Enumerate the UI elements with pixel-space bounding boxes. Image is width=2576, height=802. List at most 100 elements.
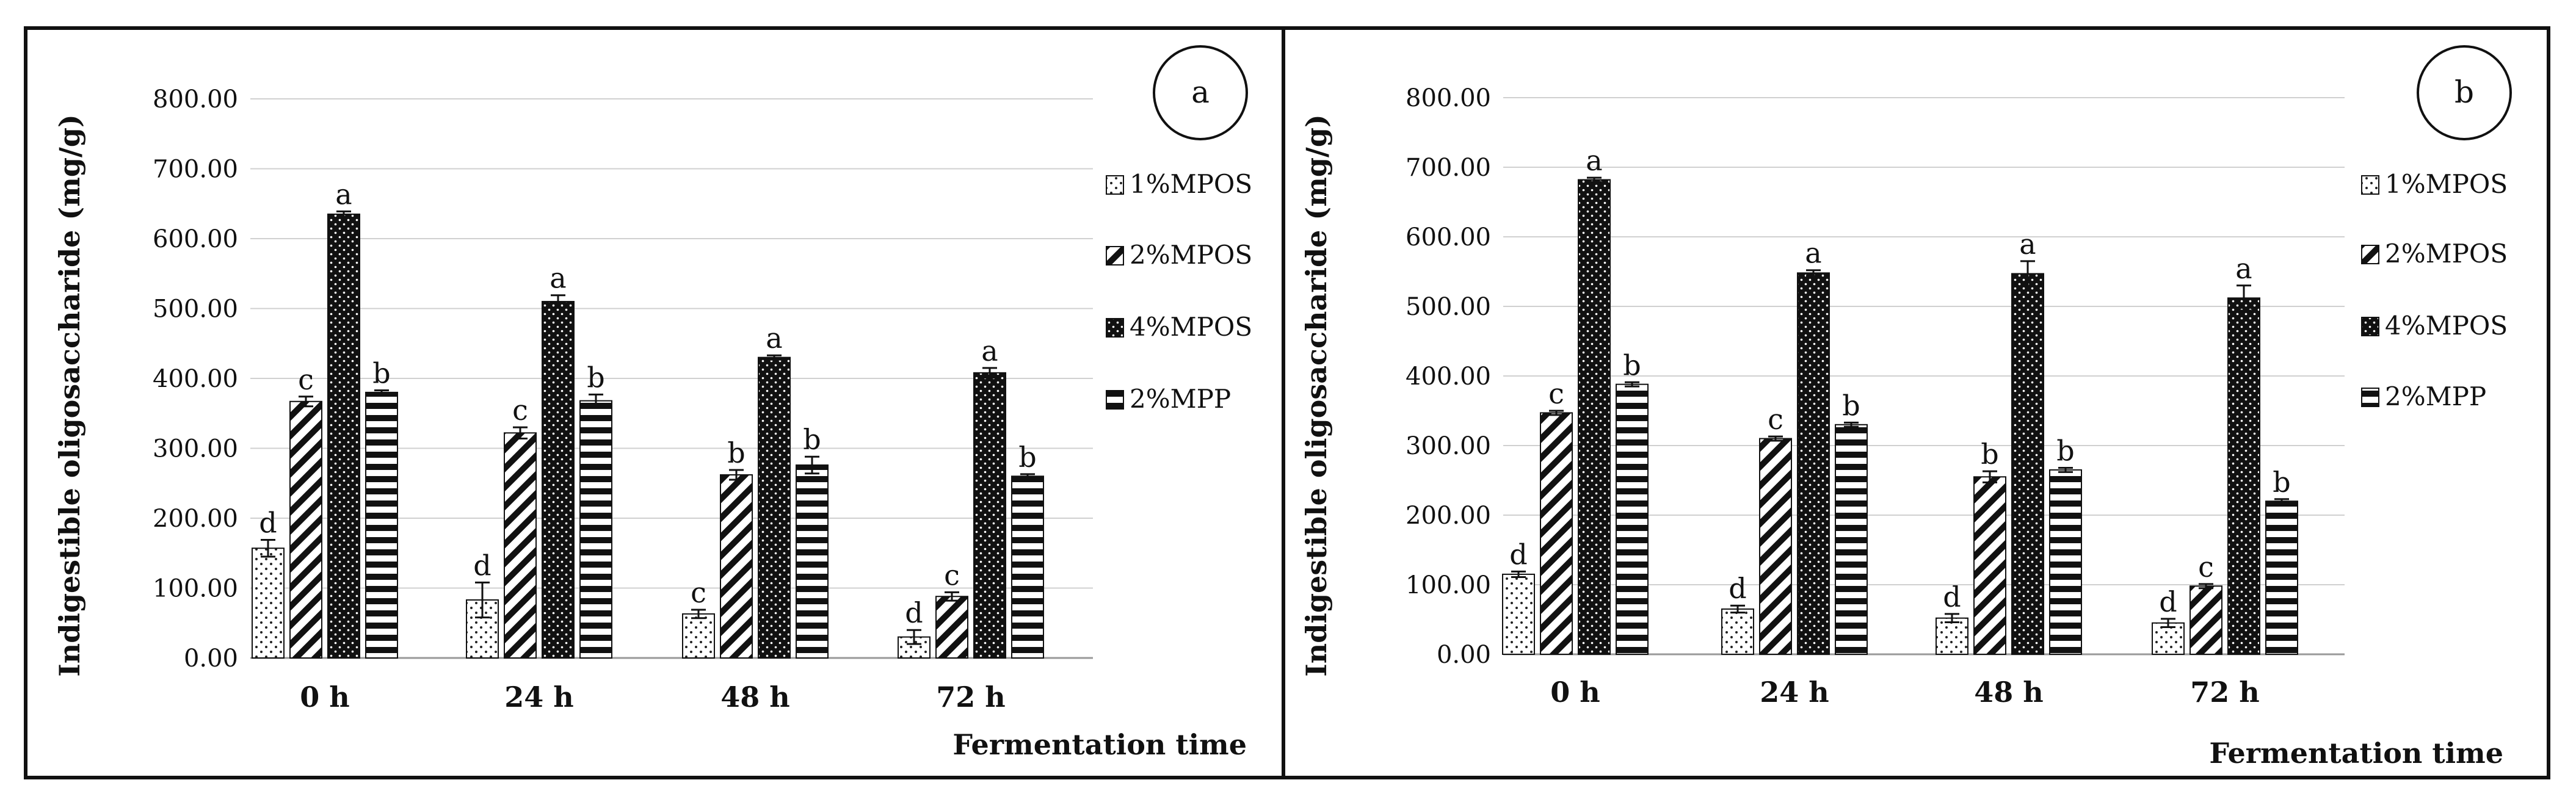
x-axis-label: Fermentation time bbox=[952, 728, 1247, 761]
significance-letter: b bbox=[372, 356, 390, 389]
y-tick-label: 300.00 bbox=[1406, 432, 1491, 460]
error-bar bbox=[2020, 260, 2035, 287]
error-bar bbox=[1549, 410, 1564, 416]
y-tick-label: 300.00 bbox=[153, 435, 238, 463]
error-bar bbox=[2274, 498, 2289, 505]
error-bar bbox=[1587, 176, 1602, 183]
bar-2pctmpos-48h bbox=[1973, 476, 2006, 655]
significance-letter: b bbox=[2056, 434, 2074, 467]
significance-letter: b bbox=[2273, 466, 2290, 499]
error-bar bbox=[729, 469, 744, 481]
legend-label: 2%MPOS bbox=[2385, 239, 2508, 269]
legend-swatch bbox=[1106, 390, 1124, 410]
error-bar bbox=[336, 210, 351, 219]
bar-2pctmpp-24h bbox=[1835, 424, 1868, 655]
significance-letter: b bbox=[1842, 389, 1860, 422]
error-bar bbox=[475, 581, 490, 619]
bar-2pctmpos-72h bbox=[935, 596, 968, 659]
significance-letter: c bbox=[1548, 377, 1564, 410]
y-tick-label: 500.00 bbox=[153, 295, 238, 323]
significance-letter: a bbox=[550, 262, 566, 295]
x-tick-label: 72 h bbox=[2190, 676, 2259, 709]
significance-letter: c bbox=[2198, 551, 2214, 583]
gridlines bbox=[250, 98, 1093, 659]
panel-label-circle bbox=[2417, 45, 2512, 140]
legend-swatch bbox=[1106, 318, 1124, 338]
error-bar bbox=[374, 389, 389, 396]
error-bar bbox=[691, 609, 706, 620]
legend-swatch bbox=[2361, 175, 2379, 195]
significance-letter: b bbox=[1981, 438, 1998, 471]
significance-letter: a bbox=[1805, 237, 1821, 270]
bar-1pctmpos-72h bbox=[2152, 622, 2185, 656]
error-bar bbox=[2199, 583, 2213, 590]
bar-2pctmpos-48h bbox=[720, 474, 753, 659]
legend-label: 1%MPOS bbox=[2385, 169, 2508, 199]
x-tick-label: 48 h bbox=[1974, 676, 2043, 709]
error-bar bbox=[261, 538, 275, 558]
bar-2pctmpp-72h bbox=[2265, 500, 2298, 656]
bar-2pctmpos-0h bbox=[1540, 412, 1573, 655]
bar-2pctmpp-72h bbox=[1011, 475, 1044, 659]
bar-1pctmpos-0h bbox=[252, 547, 285, 659]
legend-swatch bbox=[2361, 388, 2379, 407]
chart-panel-b: 0.00 100.00 200.00 300.00 400.00 500.00 600.00… bbox=[1300, 45, 2512, 770]
bar-2pctmpos-72h bbox=[2190, 585, 2222, 656]
y-axis-label: Indigestible oligosaccharide (mg/g) bbox=[1300, 114, 1333, 677]
error-bar bbox=[945, 591, 959, 602]
significance-letter: d bbox=[473, 549, 491, 582]
significance-letter: a bbox=[981, 334, 998, 367]
bar-4pctmpos-72h bbox=[973, 372, 1006, 659]
bar-2pctmpp-0h bbox=[365, 391, 398, 659]
significance-letter: a bbox=[335, 178, 352, 211]
panel-b-frame bbox=[1282, 26, 2550, 779]
significance-letter: c bbox=[298, 363, 314, 396]
legend-swatch bbox=[2361, 317, 2379, 336]
error-bar bbox=[982, 367, 997, 379]
legend-swatch bbox=[1106, 175, 1124, 195]
error-bar bbox=[299, 396, 313, 408]
legend-label: 4%MPOS bbox=[2385, 311, 2508, 341]
error-bar bbox=[513, 426, 528, 439]
y-tick-label: 100.00 bbox=[1406, 571, 1491, 599]
y-tick-label: 600.00 bbox=[1406, 223, 1491, 251]
error-bar bbox=[589, 393, 603, 408]
y-tick-label: 400.00 bbox=[153, 365, 238, 393]
error-bar bbox=[767, 354, 782, 361]
bar-1pctmpos-0h bbox=[1502, 573, 1535, 656]
significance-letter: a bbox=[2235, 252, 2252, 285]
x-tick-label: 72 h bbox=[936, 681, 1005, 713]
significance-letter: c bbox=[691, 576, 706, 609]
x-tick-label: 0 h bbox=[300, 681, 349, 713]
significance-letter: a bbox=[1586, 144, 1602, 177]
bar-4pctmpos-48h bbox=[2011, 273, 2044, 656]
significance-letter: c bbox=[512, 394, 528, 427]
bar-2pctmpp-24h bbox=[579, 400, 612, 659]
chart-panel-a: 0.00 100.00 200.00 300.00 400.00 500.00 600.00… bbox=[53, 45, 1252, 761]
error-bar bbox=[1625, 381, 1639, 388]
legend: 1%MPOS 2%MPOS 4%MPOS 2%MPP bbox=[1106, 169, 1252, 414]
significance-letter: d bbox=[259, 506, 277, 539]
error-bar bbox=[2237, 284, 2251, 312]
significance-letter: b bbox=[587, 361, 604, 394]
bar-2pctmpos-24h bbox=[1759, 438, 1792, 655]
significance-letter: c bbox=[944, 558, 960, 591]
legend: 1%MPOS 2%MPOS 4%MPOS 2%MPP bbox=[2361, 169, 2508, 411]
bar-2pctmpp-0h bbox=[1616, 383, 1649, 655]
y-tick-labels: 0.00 100.00 200.00 300.00 400.00 500.00 600.00… bbox=[1406, 84, 1491, 669]
y-tick-label: 200.00 bbox=[1406, 502, 1491, 530]
bar-1pctmpos-48h bbox=[682, 613, 715, 659]
y-tick-label: 0.00 bbox=[184, 645, 238, 673]
bar-4pctmpos-72h bbox=[2227, 297, 2260, 655]
legend-swatch bbox=[2361, 245, 2379, 264]
significance-letter: b bbox=[803, 423, 821, 456]
legend-label: 2%MPP bbox=[1130, 384, 1231, 414]
x-tick-label: 24 h bbox=[504, 681, 573, 713]
error-bar bbox=[1945, 613, 1959, 624]
legend-label: 1%MPOS bbox=[1130, 169, 1252, 199]
bar-1pctmpos-72h bbox=[898, 636, 931, 659]
y-tick-label: 100.00 bbox=[153, 575, 238, 603]
y-tick-labels: 0.00 100.00 200.00 300.00 400.00 500.00 600.00… bbox=[153, 85, 238, 673]
